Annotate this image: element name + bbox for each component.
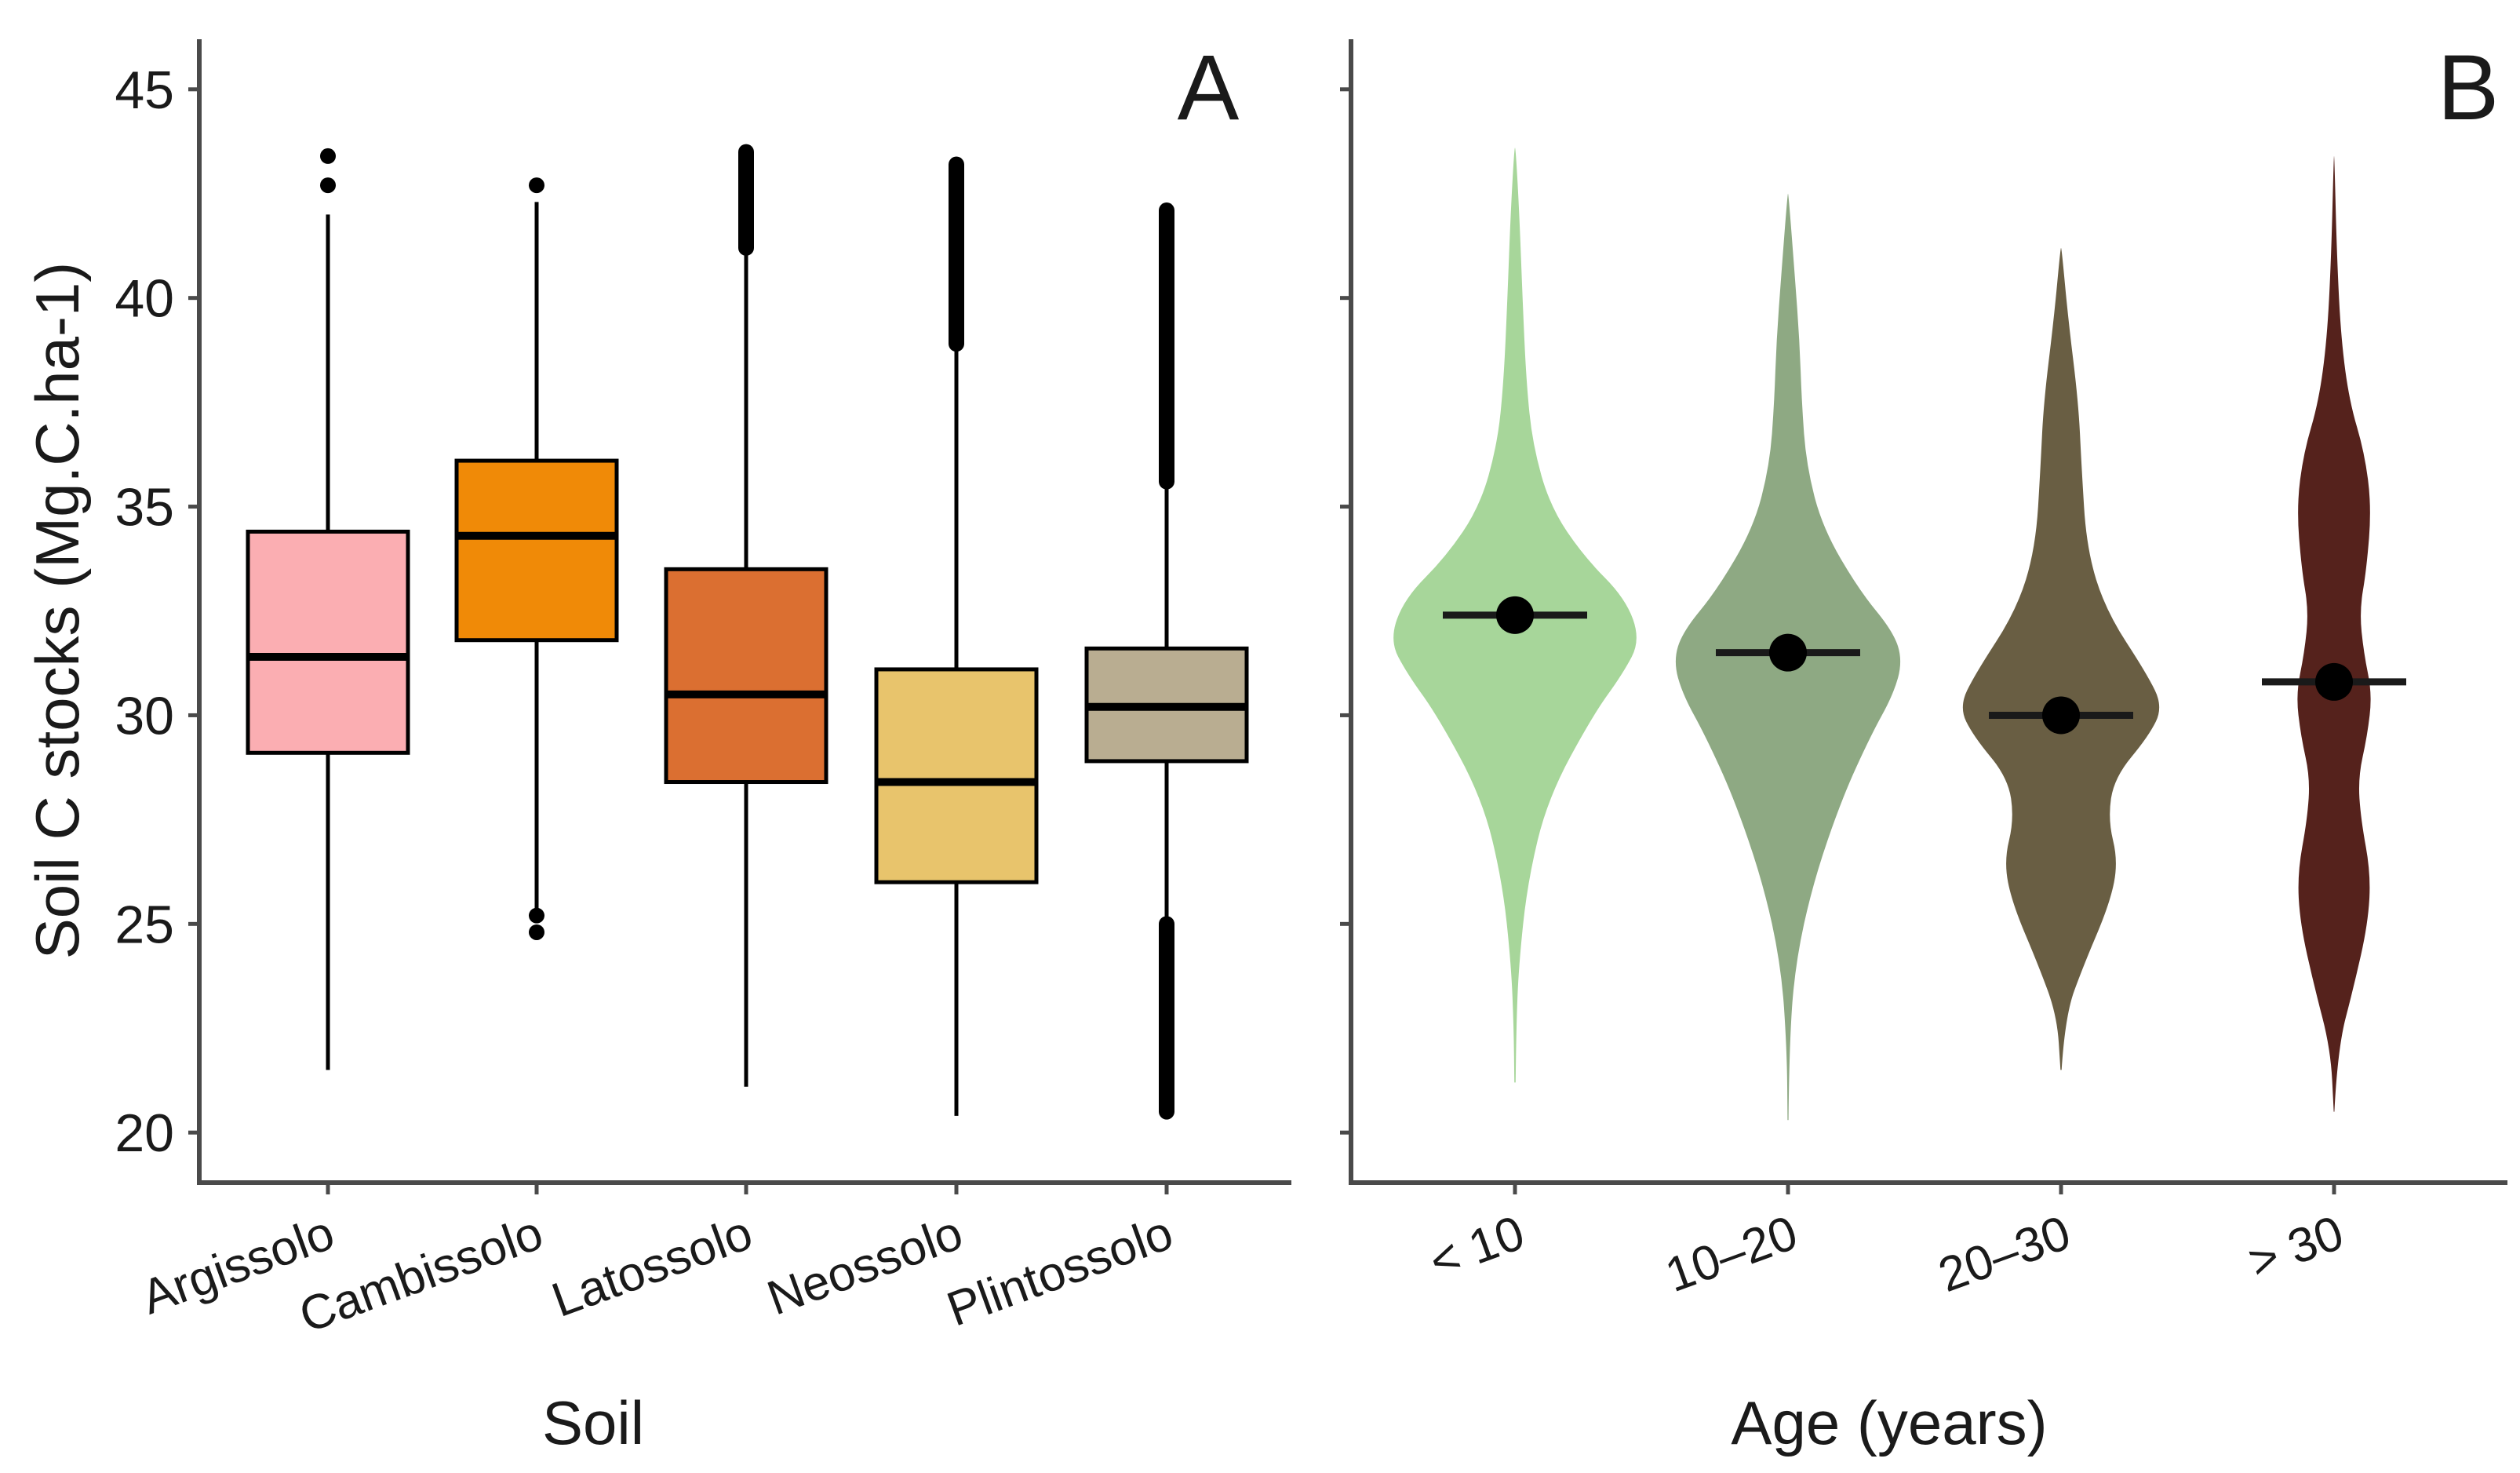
violin-20-30 [1962,247,2160,1070]
panel-a-y-ticks: 20 25 30 35 40 45 [115,60,199,1163]
box-argissolo [246,148,410,1070]
box-iqr [664,567,828,785]
box-iqr [454,458,619,643]
violin-10-20 [1675,193,1901,1121]
y-tick-label: 45 [115,60,174,120]
box-iqr [874,667,1039,884]
y-tick-label: 30 [115,686,174,746]
box-iqr [246,529,410,755]
violin-30 [2262,155,2406,1112]
y-axis-label: Soil C stocks (Mg.C.ha-1) [23,262,92,960]
outlier-point [320,177,336,194]
mean-point [2042,696,2080,735]
violin-10 [1393,148,1637,1083]
outlier-point [529,924,544,940]
mean-point [2315,662,2353,701]
box-cambissolo [454,177,619,940]
panel-b-x-axis-label: Age (years) [1731,1388,2047,1457]
panel-a-x-axis-label: Soil [542,1388,644,1457]
box-plintossolo [1084,202,1249,1120]
panel-a-boxes [246,144,1249,1120]
outlier-point [529,907,544,924]
violin-shape [2297,155,2371,1112]
box-latossolo [664,144,828,1087]
panel-a-label: A [1178,36,1240,140]
panel-b-violins [1393,148,2406,1121]
panel-b-label: B [2438,36,2500,140]
mean-point [1769,633,1807,672]
box-neossolo [874,156,1039,1116]
outlier-point [529,177,544,194]
y-tick-label: 35 [115,478,174,538]
y-tick-label: 40 [115,269,174,329]
y-tick-label: 20 [115,1103,174,1163]
outlier-point [320,148,336,164]
mean-point [1496,596,1534,634]
violin-shape [1962,247,2160,1070]
panel-b-y-ticks [1340,87,1351,1135]
y-tick-label: 25 [115,895,174,954]
